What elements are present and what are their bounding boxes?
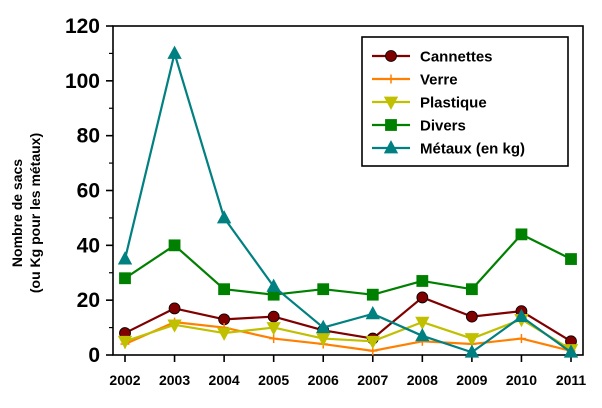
data-point: [316, 333, 331, 347]
data-point: [465, 283, 478, 296]
legend-item: Plastique: [372, 95, 487, 112]
series-line: [124, 233, 572, 296]
data-point: [216, 210, 232, 224]
legend-label: Divers: [420, 118, 466, 135]
data-point: [269, 334, 279, 344]
legend-marker: [385, 119, 397, 131]
series-layer: [117, 45, 579, 358]
y-tick-label: 100: [65, 70, 100, 93]
data-point: [515, 228, 528, 241]
series-line: [123, 52, 572, 354]
data-point: [514, 308, 529, 323]
data-point: [365, 335, 380, 350]
legend-label: Plastique: [420, 95, 487, 112]
x-tick-label: 2004: [209, 372, 240, 388]
data-point: [317, 283, 330, 296]
data-point: [119, 272, 131, 285]
data-point: [266, 322, 281, 336]
data-point: [218, 283, 231, 296]
x-tick-label: 2003: [159, 372, 190, 388]
data-point: [168, 302, 181, 315]
legend-marker: [383, 96, 399, 110]
data-point: [167, 319, 182, 333]
data-point: [415, 327, 430, 342]
legend: Cannettes Verre Plastique Divers Métaux (en …: [361, 36, 569, 167]
data-point: [167, 45, 182, 59]
data-point: [416, 275, 429, 287]
data-point: [365, 306, 380, 320]
data-point: [366, 288, 379, 301]
x-tick-label: 2009: [456, 372, 487, 388]
legend-item: Verre: [372, 72, 458, 89]
data-point: [266, 278, 281, 292]
y-tick-label: 80: [77, 125, 100, 148]
data-point: [464, 344, 480, 358]
data-point: [267, 310, 280, 323]
data-point: [516, 334, 526, 344]
legend-item: Divers: [372, 118, 466, 135]
data-point: [216, 327, 232, 341]
data-point: [563, 344, 579, 358]
data-point: [117, 251, 133, 265]
y-axis-title-line2: (ou Kg pour les métaux): [27, 133, 43, 293]
x-tick-label: 2011: [556, 372, 587, 388]
data-point: [565, 253, 577, 265]
legend-item: Métaux (en kg): [372, 140, 525, 158]
series-m-taux-en-kg: [117, 45, 579, 358]
data-point: [464, 333, 480, 347]
y-tick-label: 40: [77, 234, 100, 257]
data-point: [416, 291, 429, 304]
data-point: [168, 239, 181, 252]
series-cannettes: [119, 291, 577, 348]
legend-marker: [383, 140, 399, 154]
legend-label: Métaux (en kg): [420, 141, 525, 158]
legend-label: Verre: [420, 72, 458, 89]
x-tick-label: 2008: [407, 372, 438, 388]
series-line: [124, 321, 572, 352]
series-divers: [119, 228, 577, 301]
series-line: [124, 296, 572, 343]
data-point: [316, 319, 331, 333]
y-tick-label: 120: [65, 15, 100, 38]
y-tick-label: 0: [88, 344, 100, 367]
x-tick-label: 2010: [506, 372, 537, 388]
y-tick-label: 20: [77, 289, 100, 312]
data-point: [117, 335, 133, 350]
data-point: [465, 310, 478, 323]
legend-label: Cannettes: [420, 49, 493, 66]
legend-marker: [386, 74, 396, 84]
y-tick-label: 60: [77, 180, 100, 203]
series-verre: [120, 317, 576, 356]
y-axis: 0 20 40 60 80 100 120: [65, 15, 113, 367]
legend-item: Cannettes: [372, 49, 493, 66]
x-tick-label: 2006: [308, 372, 339, 388]
y-axis-title: Nombre de sacs (ou Kg pour les métaux): [9, 133, 43, 293]
x-tick-label: 2002: [109, 372, 140, 388]
x-tick-label: 2005: [258, 372, 289, 388]
series-line: [124, 318, 572, 351]
y-axis-title-line1: Nombre de sacs: [9, 159, 25, 267]
legend-marker: [385, 50, 397, 62]
x-axis: 2002 2003 2004 2005 2006 2007 2008 2009 2010 2011: [109, 355, 586, 388]
data-point: [415, 316, 430, 330]
x-tick-label: 2007: [357, 372, 388, 388]
